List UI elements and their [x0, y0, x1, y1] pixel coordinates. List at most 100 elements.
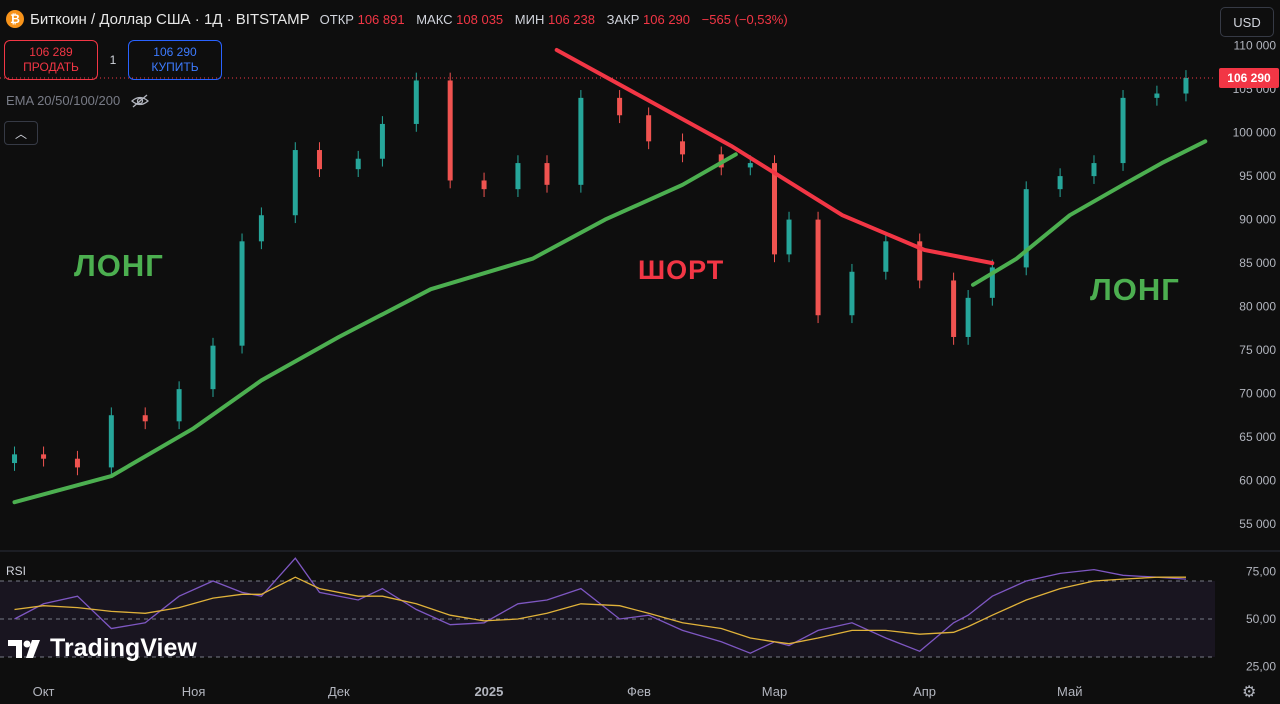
price-tick-label: 85 000 — [1239, 256, 1276, 270]
candle-body — [1120, 97, 1126, 164]
price-tick-label: 70 000 — [1239, 386, 1276, 400]
rsi-ma-line — [14, 576, 1186, 645]
time-tick-label: Дек — [328, 684, 350, 699]
eye-off-icon[interactable] — [130, 94, 150, 108]
candle-body — [355, 158, 361, 170]
low-label: МИН — [514, 11, 545, 27]
candle-body — [292, 150, 298, 216]
tradingview-icon — [8, 639, 40, 658]
candle-body — [883, 241, 889, 272]
candle-body — [917, 241, 923, 281]
price-tick-label: 100 000 — [1233, 126, 1277, 140]
high-label: МАКС — [416, 11, 453, 27]
candle-body — [108, 415, 114, 468]
buy-price: 106 290 — [153, 45, 197, 59]
price-tick-label: 80 000 — [1239, 300, 1276, 314]
candle-body — [544, 163, 550, 185]
high-value: 108 035 — [456, 11, 504, 27]
candle-body — [646, 115, 652, 142]
rsi-tick-label: 50,00 — [1246, 612, 1276, 626]
tradingview-logo: TradingView — [8, 634, 197, 663]
candle-body — [849, 271, 855, 316]
candle-body — [815, 219, 821, 316]
candle-body — [1091, 163, 1097, 177]
close-label: ЗАКР — [606, 11, 640, 27]
candle-body — [447, 80, 453, 181]
candle-body — [747, 163, 753, 168]
buy-label: КУПИТЬ — [151, 60, 199, 74]
candle-body — [258, 215, 264, 242]
price-tick-label: 75 000 — [1239, 343, 1276, 357]
candle-body — [578, 97, 584, 185]
candle-body — [786, 219, 792, 255]
symbol-title[interactable]: Биткоин / Доллар США · 1Д · BITSTAMP — [30, 10, 310, 28]
open-value: 106 891 — [357, 11, 405, 27]
collapse-button[interactable]: ︿ — [4, 121, 38, 145]
chevron-up-icon: ︿ — [14, 126, 27, 141]
last-price-tag — [1219, 67, 1279, 88]
candle-body — [1183, 77, 1189, 94]
candle-body — [12, 454, 18, 464]
price-tick-label: 65 000 — [1239, 430, 1276, 444]
candle-body — [951, 280, 957, 337]
annotation-short: ШОРТ — [638, 255, 725, 285]
symbol-header: ₿ Биткоин / Доллар США · 1Д · BITSTAMP О… — [6, 10, 796, 28]
rsi-label: RSI — [6, 564, 27, 578]
open-label: ОТКР — [319, 11, 354, 27]
time-tick-label: 2025 — [474, 684, 503, 699]
time-tick-label: Ноя — [182, 684, 206, 699]
candle-body — [142, 415, 148, 422]
time-tick-label: Фев — [627, 684, 651, 699]
rsi-tick-label: 75,00 — [1246, 565, 1276, 579]
candle-body — [965, 297, 971, 337]
time-tick-label: Май — [1057, 684, 1082, 699]
indicator-label[interactable]: EMA 20/50/100/200 — [6, 93, 121, 108]
buy-button[interactable]: 106 290 КУПИТЬ — [128, 40, 222, 80]
close-value: 106 290 — [643, 11, 691, 27]
candle-body — [413, 80, 419, 124]
candle-body — [1057, 176, 1063, 190]
price-tick-label: 60 000 — [1239, 473, 1276, 487]
candle-body — [316, 150, 322, 170]
ohlc-values: ОТКР 106 891 МАКС 108 035 МИН 106 238 ЗА… — [320, 12, 796, 27]
gear-icon[interactable]: ⚙ — [1242, 684, 1257, 701]
ema-line — [12, 152, 738, 505]
currency-button[interactable]: USD — [1220, 7, 1274, 37]
annotation-long-left: ЛОНГ — [74, 248, 164, 283]
candle-body — [772, 163, 778, 255]
candle-body — [515, 163, 521, 190]
change-value: −565 (−0,53%) — [701, 11, 788, 27]
candle-body — [210, 345, 216, 390]
time-tick-label: Апр — [913, 684, 936, 699]
candle-body — [989, 267, 995, 298]
price-tick-label: 110 000 — [1234, 39, 1277, 53]
ema-line-right — [971, 139, 1208, 287]
indicator-legend: EMA 20/50/100/200 — [6, 93, 150, 108]
sell-label: ПРОДАТЬ — [23, 60, 79, 74]
candle-body — [239, 241, 245, 346]
sell-price: 106 289 — [29, 45, 73, 59]
last-price-label: 106 290 — [1227, 71, 1271, 85]
quantity-value[interactable]: 1 — [109, 53, 117, 67]
price-tick-label: 90 000 — [1239, 213, 1276, 227]
candle-body — [176, 389, 182, 422]
trendline — [554, 48, 995, 266]
bitcoin-icon: ₿ — [6, 10, 24, 28]
low-value: 106 238 — [547, 11, 595, 27]
candle-body — [74, 458, 80, 468]
price-tick-label: 55 000 — [1239, 517, 1276, 531]
candle-body — [1154, 93, 1160, 98]
currency-label: USD — [1233, 14, 1261, 30]
branding-text: TradingView — [50, 634, 197, 662]
rsi-line — [14, 557, 1187, 654]
sell-button[interactable]: 106 289 ПРОДАТЬ — [4, 40, 98, 80]
candle-body — [41, 454, 47, 459]
trade-panel: 106 289 ПРОДАТЬ 1 106 290 КУПИТЬ — [4, 40, 222, 80]
price-tick-label: 95 000 — [1239, 169, 1276, 183]
time-tick-label: Мар — [762, 684, 787, 699]
rsi-tick-label: 25,00 — [1246, 660, 1276, 674]
annotation-long-right: ЛОНГ — [1090, 272, 1180, 307]
candle-body — [1023, 189, 1029, 268]
time-tick-label: Окт — [33, 684, 55, 699]
